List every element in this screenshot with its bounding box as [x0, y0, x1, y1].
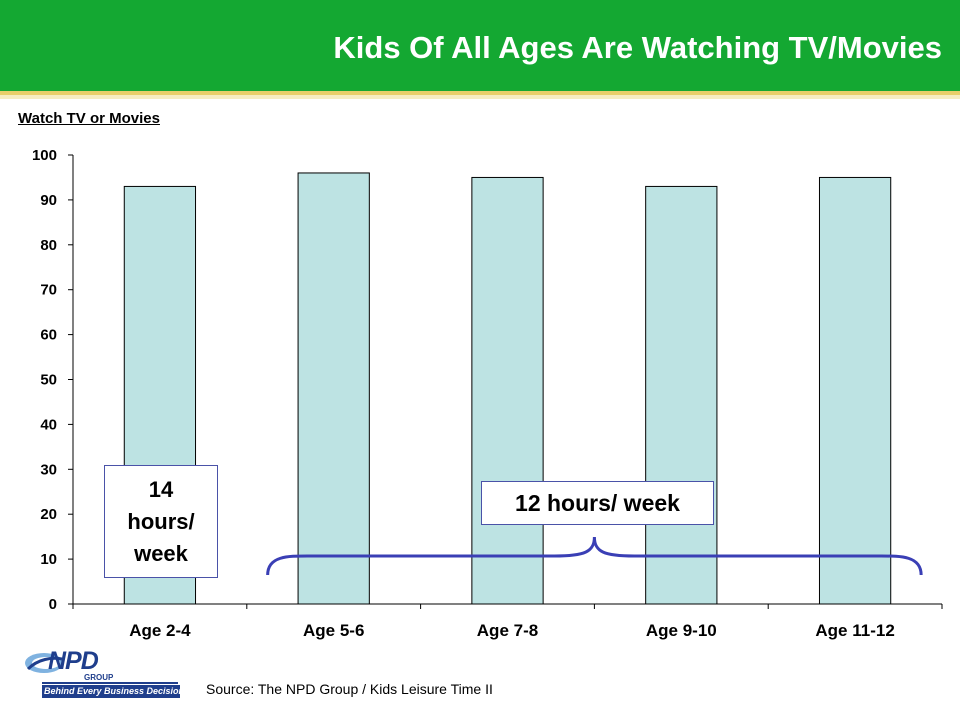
bar-age-7-8 — [471, 176, 544, 605]
y-tick-label: 40 — [40, 416, 57, 433]
npd-logo: NPD GROUP Behind Every Business Decision — [24, 647, 184, 703]
page-title: Kids Of All Ages Are Watching TV/Movies — [333, 30, 942, 65]
bar-age-9-10 — [645, 185, 718, 605]
y-tick-label: 50 — [40, 372, 57, 389]
x-tick-label: Age 5-6 — [303, 621, 364, 640]
annotation-14-hours: 14 hours/ week — [104, 465, 218, 578]
bar-age-5-6 — [297, 172, 370, 605]
bar-age-11-12 — [818, 176, 892, 605]
logo-rule — [42, 682, 178, 684]
title-divider — [0, 91, 960, 95]
source-note: Source: The NPD Group / Kids Leisure Tim… — [206, 681, 493, 697]
logo-tagline: Behind Every Business Decision — [42, 685, 185, 698]
y-tick-label: 0 — [49, 596, 57, 613]
logo-group-text: GROUP — [84, 673, 114, 682]
brace-layer — [266, 536, 923, 576]
title-bar: Kids Of All Ages Are Watching TV/Movies — [0, 0, 960, 91]
annotation-12-hours: 12 hours/ week — [481, 481, 714, 525]
chart-title: Watch TV or Movies — [18, 110, 160, 127]
curly-brace — [266, 536, 923, 576]
y-tick-label: 20 — [40, 506, 57, 523]
y-tick-label: 30 — [40, 461, 57, 478]
logo-wordmark: NPD — [48, 647, 99, 675]
y-tick-label: 70 — [40, 282, 57, 299]
title-divider-light — [0, 95, 960, 99]
x-tick-label: Age 9-10 — [646, 621, 717, 640]
y-tick-label: 60 — [40, 327, 57, 344]
axes-layer: 0 10 20 30 40 50 60 70 80 90 100 Age 2-4 Age 5-6 Age … — [32, 147, 943, 640]
x-tick-label: Age 2-4 — [129, 621, 191, 640]
y-tick-label: 90 — [40, 192, 57, 209]
bars-layer — [123, 172, 892, 605]
x-tick-label: Age 11-12 — [815, 621, 894, 640]
annotation-14-hours-text: 14 hours/ week — [127, 476, 195, 566]
npd-swoosh-icon — [25, 653, 63, 673]
y-tick-label: 10 — [40, 551, 57, 568]
y-tick-label: 80 — [40, 237, 57, 254]
y-tick-label: 100 — [32, 147, 57, 164]
x-tick-label: Age 7-8 — [477, 621, 538, 640]
